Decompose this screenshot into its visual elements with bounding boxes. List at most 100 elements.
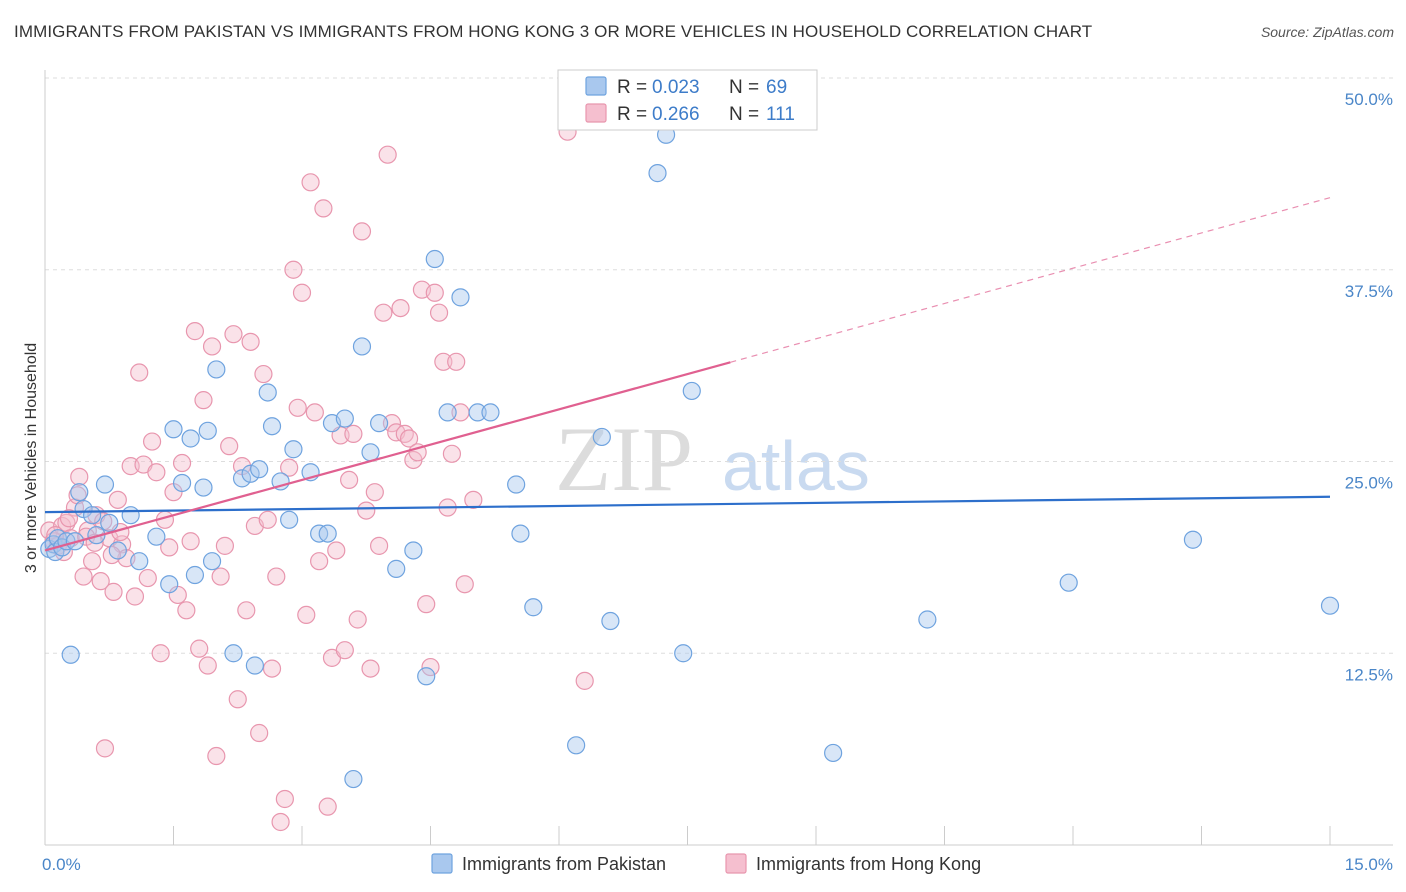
hong-kong-point-7 bbox=[70, 467, 89, 486]
hong-kong-point-60 bbox=[297, 605, 316, 625]
hong-kong-point-67 bbox=[327, 541, 346, 560]
hong-kong-point-10 bbox=[83, 552, 102, 571]
hong-kong-points bbox=[40, 122, 594, 832]
pakistan-point-57 bbox=[592, 427, 611, 447]
pakistan-point-53 bbox=[507, 475, 526, 494]
pakistan-point-20 bbox=[181, 429, 200, 448]
x-tick-marks bbox=[44, 826, 1331, 845]
hong-kong-point-97 bbox=[455, 575, 474, 594]
trend-line-hong-kong bbox=[44, 361, 731, 552]
pakistan-point-22 bbox=[194, 478, 213, 497]
hong-kong-point-63 bbox=[310, 552, 329, 571]
pakistan-point-25 bbox=[207, 360, 226, 379]
pakistan-point-26 bbox=[224, 644, 243, 663]
pakistan-point-35 bbox=[284, 440, 303, 459]
hong-kong-point-39 bbox=[207, 746, 226, 766]
hong-kong-point-56 bbox=[280, 458, 299, 477]
hong-kong-point-41 bbox=[215, 536, 234, 555]
pakistan-point-44 bbox=[370, 414, 389, 433]
hong-kong-point-51 bbox=[258, 510, 277, 529]
hong-kong-point-59 bbox=[292, 283, 312, 302]
pakistan-point-51 bbox=[468, 403, 487, 422]
legend-swatch-pakistan bbox=[585, 76, 607, 96]
hong-kong-point-20 bbox=[125, 587, 145, 606]
hong-kong-point-89 bbox=[421, 657, 440, 677]
y-axis-label: 3 or more Vehicles in Household bbox=[23, 343, 40, 573]
hong-kong-point-100 bbox=[575, 671, 594, 690]
trend-line-pakistan bbox=[44, 495, 1331, 514]
pakistan-point-13 bbox=[108, 541, 127, 560]
pakistan-point-27 bbox=[232, 469, 252, 488]
pakistan-point-15 bbox=[130, 552, 149, 571]
hong-kong-point-76 bbox=[365, 483, 384, 502]
hong-kong-point-35 bbox=[190, 639, 209, 658]
hong-kong-point-77 bbox=[370, 536, 389, 555]
y-tick-label-3: 50.0% bbox=[1345, 90, 1393, 109]
hong-kong-point-94 bbox=[442, 444, 462, 463]
pakistan-point-45 bbox=[387, 559, 406, 578]
series-legend: Immigrants from Pakistan Immigrants from… bbox=[431, 853, 981, 874]
pakistan-point-42 bbox=[352, 337, 372, 356]
hong-kong-point-16 bbox=[108, 490, 127, 509]
hong-kong-point-12 bbox=[91, 572, 110, 591]
pakistan-point-63 bbox=[824, 743, 843, 763]
hong-kong-point-43 bbox=[224, 325, 243, 344]
pakistan-point-59 bbox=[648, 164, 667, 183]
hong-kong-point-33 bbox=[181, 532, 200, 551]
hong-kong-point-61 bbox=[301, 173, 320, 192]
hong-kong-point-37 bbox=[198, 656, 217, 675]
hong-kong-point-78 bbox=[374, 303, 393, 322]
pakistan-point-66 bbox=[1183, 530, 1203, 549]
pakistan-point-61 bbox=[674, 644, 693, 663]
legend-n-value-hong-kong: 111 bbox=[766, 104, 795, 125]
hong-kong-point-82 bbox=[391, 299, 410, 318]
hong-kong-point-98 bbox=[464, 490, 483, 509]
watermark-atlas: atlas bbox=[722, 427, 870, 505]
pakistan-point-23 bbox=[198, 421, 217, 440]
pakistan-point-46 bbox=[404, 541, 423, 560]
hong-kong-point-88 bbox=[417, 595, 436, 614]
hong-kong-point-53 bbox=[267, 567, 286, 586]
trend-lines bbox=[44, 197, 1331, 552]
pakistan-point-32 bbox=[262, 417, 282, 436]
hong-kong-point-95 bbox=[447, 352, 466, 371]
legend-r-value-hong-kong: 0.266 bbox=[652, 104, 700, 125]
chart-title: IMMIGRANTS FROM PAKISTAN VS IMMIGRANTS F… bbox=[14, 22, 1093, 41]
hong-kong-point-54 bbox=[271, 812, 290, 832]
pakistan-point-12 bbox=[100, 513, 119, 532]
hong-kong-point-55 bbox=[275, 789, 294, 809]
bottom-legend-label-pakistan: Immigrants from Pakistan bbox=[462, 854, 666, 874]
pakistan-point-21 bbox=[185, 565, 205, 585]
y-tick-labels: 12.5% 25.0% 37.5% 50.0% bbox=[1345, 90, 1393, 684]
pakistan-point-9 bbox=[83, 506, 102, 525]
hong-kong-point-74 bbox=[357, 501, 376, 520]
hong-kong-point-57 bbox=[284, 260, 303, 279]
hong-kong-point-32 bbox=[177, 601, 196, 620]
pakistan-point-38 bbox=[318, 524, 337, 543]
hong-kong-point-26 bbox=[151, 644, 170, 663]
pakistan-point-55 bbox=[524, 598, 543, 617]
source-credit: Source: ZipAtlas.com bbox=[1260, 24, 1394, 40]
pakistan-point-62 bbox=[682, 381, 701, 401]
hong-kong-point-25 bbox=[147, 463, 166, 482]
hong-kong-point-49 bbox=[250, 723, 269, 743]
hong-kong-point-80 bbox=[382, 414, 402, 433]
pakistan-point-17 bbox=[160, 575, 179, 594]
pakistan-point-65 bbox=[1059, 573, 1078, 592]
pakistan-point-6 bbox=[61, 645, 80, 664]
pakistan-point-28 bbox=[241, 464, 260, 483]
legend-r-value-pakistan: 0.023 bbox=[652, 77, 700, 98]
legend-r-label-pakistan: R = bbox=[617, 77, 647, 98]
watermark-zip: ZIP bbox=[555, 408, 693, 510]
pakistan-point-64 bbox=[918, 610, 937, 629]
hong-kong-point-65 bbox=[318, 797, 337, 816]
hong-kong-point-70 bbox=[340, 470, 359, 490]
hong-kong-point-40 bbox=[211, 567, 230, 586]
hong-kong-point-21 bbox=[130, 363, 149, 382]
pakistan-point-52 bbox=[481, 403, 500, 422]
hong-kong-point-15 bbox=[104, 582, 123, 601]
pakistan-point-24 bbox=[202, 552, 222, 571]
pakistan-point-54 bbox=[511, 524, 530, 543]
hong-kong-point-62 bbox=[305, 403, 324, 422]
